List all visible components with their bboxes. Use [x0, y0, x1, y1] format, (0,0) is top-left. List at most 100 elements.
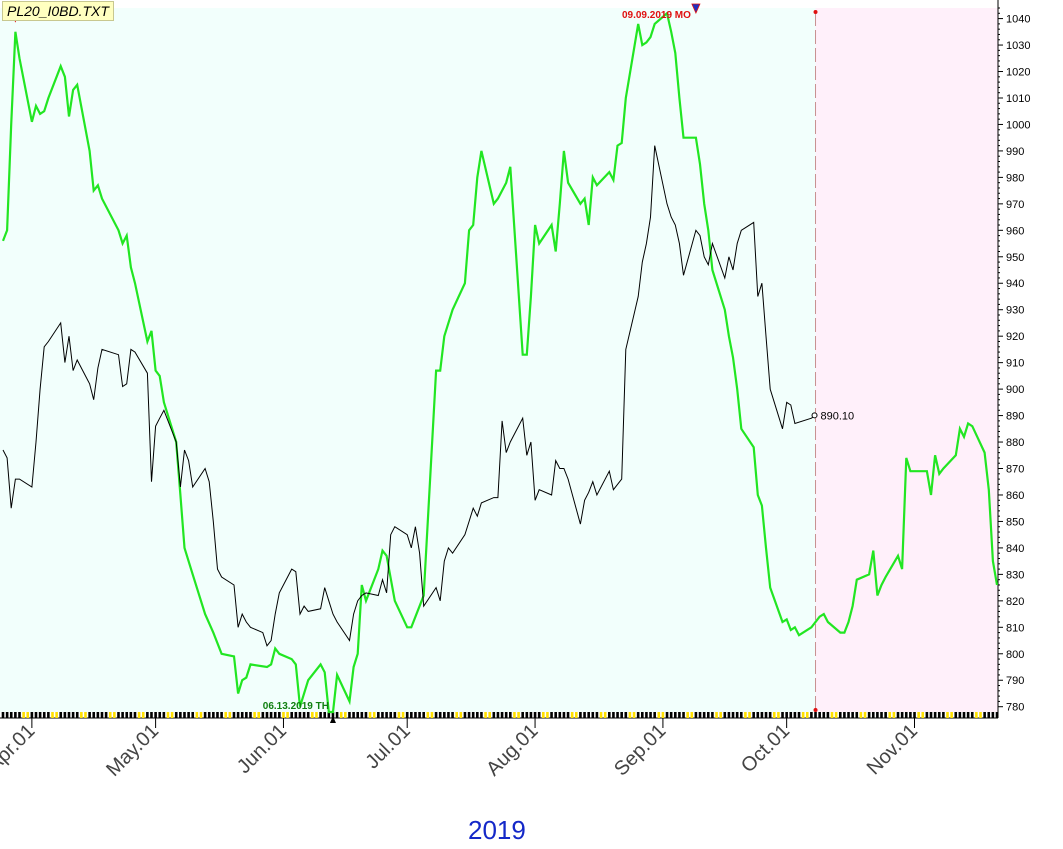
x-day-tick: [401, 712, 405, 718]
y-tick-label: 810: [1006, 622, 1024, 634]
x-day-tick: [286, 712, 289, 718]
x-day-tick: [26, 712, 30, 718]
low-annotation-label: 06.13.2019 TH: [263, 701, 329, 712]
x-day-tick: [100, 712, 104, 718]
x-day-tick: [377, 712, 380, 718]
x-day-tick: [570, 712, 574, 718]
x-day-tick: [777, 712, 780, 718]
x-day-tick: [265, 712, 269, 718]
x-day-tick: [789, 712, 793, 718]
x-day-tick: [735, 712, 739, 718]
x-day-tick: [133, 712, 137, 718]
x-day-tick: [430, 712, 434, 718]
x-day-tick: [921, 712, 925, 718]
x-day-tick: [904, 712, 908, 718]
x-day-tick: [768, 712, 772, 718]
forecast-marker-top: [813, 10, 818, 14]
x-day-tick: [950, 712, 953, 718]
x-day-tick: [447, 712, 450, 718]
x-day-tick: [884, 712, 887, 718]
x-day-tick: [719, 712, 722, 718]
x-day-tick: [240, 712, 244, 718]
y-tick-label: 970: [1006, 199, 1024, 211]
x-day-tick: [772, 712, 776, 718]
y-tick-label: 880: [1006, 437, 1024, 449]
x-day-tick: [599, 712, 603, 718]
x-day-tick: [356, 712, 360, 718]
x-day-tick: [92, 712, 96, 718]
x-day-tick: [640, 712, 644, 718]
x-day-tick: [335, 712, 339, 718]
x-day-tick: [212, 712, 215, 718]
x-day-tick: [339, 712, 343, 718]
x-day-tick: [533, 712, 537, 718]
x-day-tick: [108, 712, 112, 718]
x-day-tick: [488, 712, 491, 718]
x-day-tick: [525, 712, 529, 718]
x-day-tick: [315, 712, 318, 718]
year-label: 2019: [468, 815, 526, 845]
x-day-tick: [583, 712, 586, 718]
forecast-marker-bottom: [813, 708, 818, 712]
y-tick-label: 920: [1006, 331, 1024, 343]
y-tick-label: 960: [1006, 225, 1024, 237]
x-day-tick: [492, 712, 496, 718]
x-day-tick: [909, 712, 912, 718]
x-day-tick: [5, 712, 9, 718]
x-day-tick: [323, 712, 327, 718]
x-day-tick: [748, 712, 751, 718]
x-day-tick: [797, 712, 801, 718]
x-day-tick: [620, 712, 623, 718]
x-day-tick: [467, 712, 471, 718]
x-day-tick: [843, 712, 846, 718]
x-day-tick: [360, 712, 364, 718]
x-day-tick: [166, 712, 170, 718]
last-value-label: 890.10: [821, 410, 855, 422]
x-day-tick: [970, 712, 974, 718]
x-day-tick: [71, 712, 75, 718]
x-day-tick: [509, 712, 512, 718]
x-day-tick: [711, 712, 714, 718]
x-day-tick: [455, 712, 458, 718]
x-day-tick: [30, 712, 34, 718]
y-tick-label: 890: [1006, 411, 1024, 423]
x-day-tick: [224, 712, 228, 718]
x-day-tick: [278, 712, 281, 718]
x-day-tick: [480, 712, 483, 718]
x-day-tick: [228, 712, 232, 718]
x-day-tick: [249, 712, 252, 718]
x-day-tick: [199, 712, 203, 718]
y-tick-label: 840: [1006, 543, 1024, 555]
x-day-tick: [257, 712, 261, 718]
high-annotation-label: 09.09.2019 MO: [622, 10, 691, 21]
y-tick-label: 850: [1006, 516, 1024, 528]
x-tick-label: Oct.01: [737, 720, 794, 777]
x-day-tick: [47, 712, 50, 718]
x-day-tick: [104, 712, 108, 718]
x-day-tick: [195, 712, 199, 718]
x-day-tick: [834, 712, 838, 718]
x-day-tick: [542, 712, 545, 718]
x-day-tick: [925, 712, 929, 718]
x-day-tick: [983, 712, 986, 718]
x-day-tick: [88, 712, 91, 718]
x-day-tick: [232, 712, 236, 718]
high-arrow-icon: [691, 3, 701, 14]
x-day-tick: [863, 712, 867, 718]
x-day-tick: [504, 712, 508, 718]
x-day-tick: [962, 712, 966, 718]
x-day-tick: [55, 712, 58, 718]
x-day-tick: [913, 712, 916, 718]
x-day-tick: [847, 712, 850, 718]
x-day-tick: [459, 712, 463, 718]
y-tick-label: 1030: [1006, 40, 1030, 52]
x-day-tick: [896, 712, 900, 718]
y-tick-label: 1000: [1006, 119, 1030, 131]
x-day-tick: [405, 712, 409, 718]
x-day-tick: [414, 712, 417, 718]
x-day-tick: [558, 712, 562, 718]
x-day-tick: [636, 712, 640, 718]
x-day-tick: [96, 712, 100, 718]
x-day-tick: [158, 712, 162, 718]
x-day-tick: [372, 712, 376, 718]
